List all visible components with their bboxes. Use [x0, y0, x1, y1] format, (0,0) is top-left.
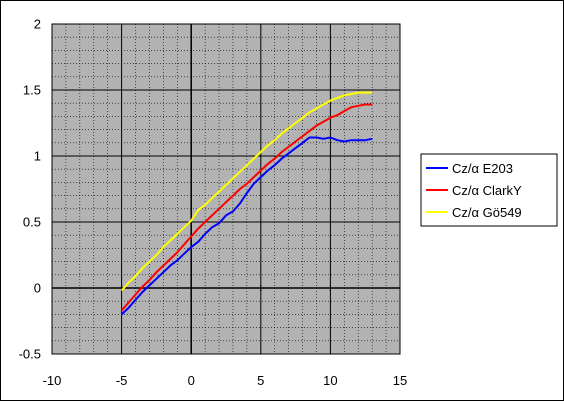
y-tick-label: 0.5 — [23, 215, 41, 230]
x-tick-label: -5 — [116, 373, 128, 388]
x-tick-label: 10 — [323, 373, 337, 388]
legend-label: Cz/α ClarkY — [452, 183, 522, 198]
y-tick-label: 0 — [34, 281, 41, 296]
x-tick-label: 5 — [257, 373, 264, 388]
x-tick-labels: -10 -5 0 5 10 15 — [43, 373, 408, 388]
series-lines — [120, 91, 373, 316]
y-tick-label: 1.5 — [23, 83, 41, 98]
series-line — [120, 91, 373, 292]
y-tick-label: -0.5 — [19, 347, 41, 362]
x-tick-label: 15 — [393, 373, 407, 388]
legend-label: Cz/α Gö549 — [452, 205, 522, 220]
x-tick-label: -10 — [43, 373, 62, 388]
y-tick-label: 1 — [34, 149, 41, 164]
legend: Cz/α E203 Cz/α ClarkY Cz/α Gö549 — [420, 153, 558, 227]
plot-area — [51, 23, 401, 355]
series-line — [120, 103, 373, 312]
series-line — [120, 136, 373, 316]
y-tick-labels: -0.5 0 0.5 1 1.5 2 — [19, 17, 41, 362]
legend-label: Cz/α E203 — [452, 161, 513, 176]
x-tick-label: 0 — [188, 373, 195, 388]
y-tick-label: 2 — [34, 17, 41, 32]
